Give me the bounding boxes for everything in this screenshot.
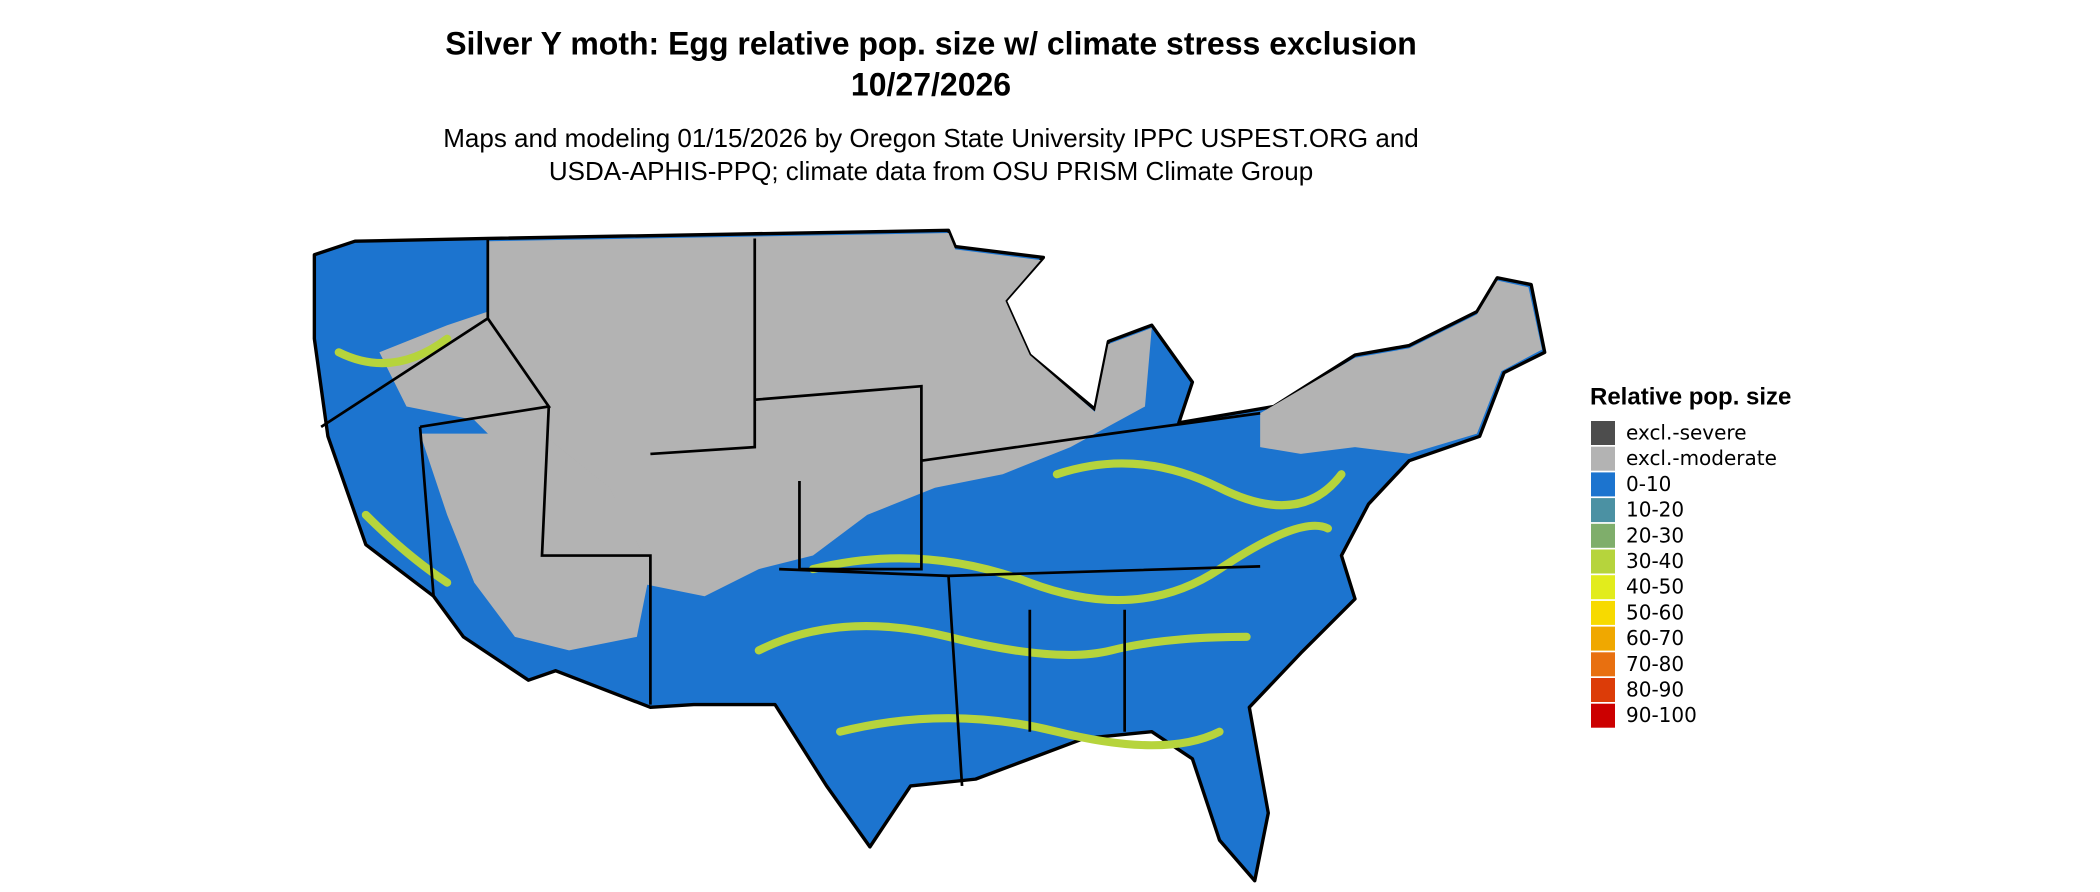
legend-swatch [1591,421,1615,445]
exclusion-northeast [1260,280,1542,454]
legend-label: excl.-moderate [1626,446,1777,470]
legend-swatch [1591,549,1615,574]
legend-label: 90-100 [1626,703,1697,727]
exclusion-west [420,433,651,651]
state-borders [320,238,1261,786]
band [754,621,1251,659]
legend-label: 20-30 [1626,523,1684,547]
band [334,334,452,368]
legend-swatch [1591,600,1615,625]
band [808,521,1332,605]
legend-swatch [1591,626,1615,651]
legend-label: 60-70 [1626,626,1684,650]
legend-swatch [1591,703,1615,728]
legend: Relative pop. size excl.-severeexcl.-mod… [1590,383,1791,728]
legend-label: 0-10 [1626,472,1671,496]
band [1052,459,1346,510]
subtitle: USDA-APHIS-PPQ; climate data from OSU PR… [549,156,1313,186]
legend-label: excl.-severe [1626,421,1747,445]
band [361,510,452,587]
legend-swatch [1591,446,1615,471]
legend-swatch [1591,652,1615,677]
band [836,714,1224,750]
legend-swatch [1591,575,1615,600]
legend-swatch [1591,472,1615,497]
suitability-bands [334,334,1346,750]
border [320,238,1261,786]
legend-label: 70-80 [1626,652,1684,676]
legend-label: 10-20 [1626,498,1684,522]
legend-label: 30-40 [1626,549,1684,573]
legend-title: Relative pop. size [1590,383,1791,410]
title: Silver Y moth: Egg relative pop. size w/… [445,25,1417,61]
legend-label: 40-50 [1626,575,1684,599]
legend-label: 50-60 [1626,600,1684,624]
legend-swatch [1591,678,1615,702]
legend-swatch [1591,523,1615,548]
us-map [312,228,1547,883]
legend-label: 80-90 [1626,678,1684,702]
subtitle: Maps and modeling 01/15/2026 by Oregon S… [443,123,1419,153]
legend-swatch [1591,498,1615,523]
date: 10/27/2026 [851,66,1011,102]
